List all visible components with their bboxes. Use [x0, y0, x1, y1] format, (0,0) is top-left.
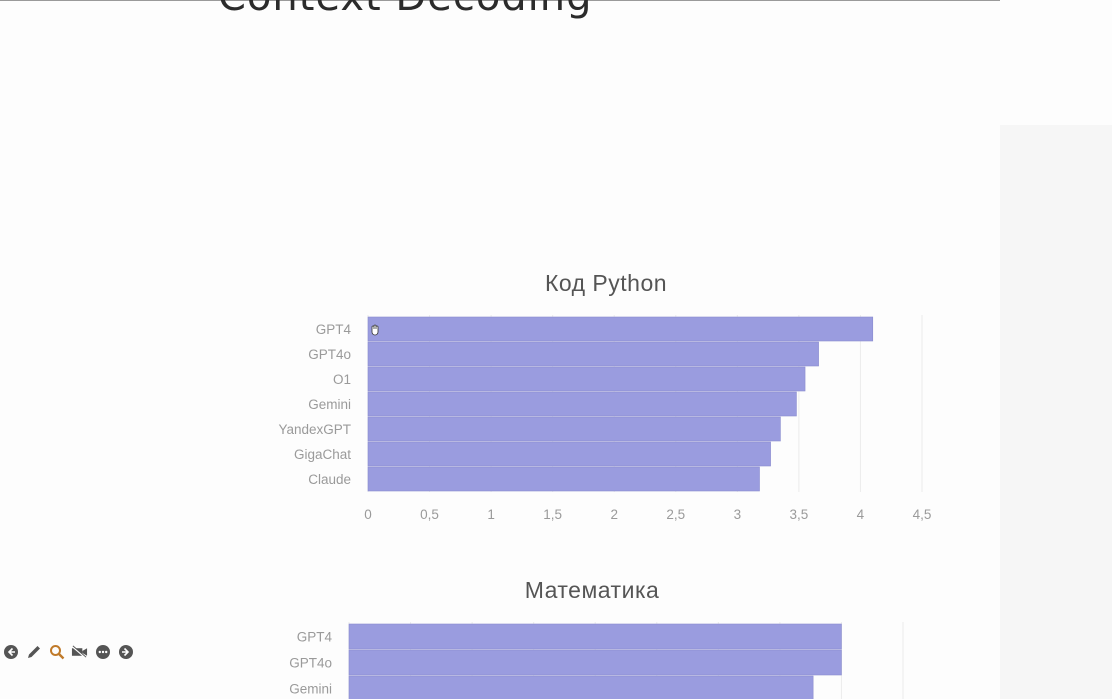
- more-icon: [95, 644, 110, 659]
- bar: [367, 441, 771, 467]
- bar: [367, 316, 874, 342]
- arrow-right-icon: [118, 644, 133, 659]
- category-label: GPT4: [316, 322, 352, 337]
- bar: [348, 675, 814, 699]
- category-label: GPT4o: [289, 656, 332, 671]
- bar: [367, 341, 819, 367]
- category-label: GPT4: [297, 630, 333, 645]
- pencil-icon: [27, 645, 40, 658]
- slide-top-border: [0, 0, 1000, 1]
- bar: [367, 366, 806, 392]
- slide-title: Context Decoding: [218, 0, 593, 20]
- zoom-button[interactable]: [48, 643, 65, 660]
- x-tick-label: 1: [487, 507, 495, 522]
- more-button[interactable]: [94, 643, 111, 660]
- previous-button[interactable]: [2, 643, 19, 660]
- chart-title: Математика: [525, 577, 660, 603]
- category-label: YandexGPT: [278, 422, 351, 437]
- x-tick-label: 0: [364, 507, 372, 522]
- category-label: Gemini: [289, 682, 332, 697]
- slide-edge-shadow: [1000, 125, 1112, 699]
- chart-title: Код Python: [545, 270, 667, 296]
- category-label: GigaChat: [294, 447, 351, 462]
- bar: [367, 416, 781, 442]
- x-tick-label: 1,5: [543, 507, 562, 522]
- category-label: GPT4o: [308, 347, 351, 362]
- bar: [348, 623, 842, 650]
- x-tick-label: 3,5: [789, 507, 808, 522]
- x-tick-label: 4: [857, 507, 865, 522]
- next-button[interactable]: [117, 643, 134, 660]
- hand-cursor-icon: [369, 323, 381, 336]
- arrow-left-icon: [3, 644, 18, 659]
- zoom-icon: [49, 644, 64, 659]
- x-tick-label: 2,5: [666, 507, 685, 522]
- category-label: Gemini: [308, 397, 351, 412]
- category-label: O1: [333, 372, 351, 387]
- category-label: Claude: [308, 472, 351, 487]
- video-button[interactable]: [71, 643, 88, 660]
- presentation-toolbar: [2, 643, 134, 660]
- bar: [367, 391, 797, 417]
- bar: [348, 649, 842, 676]
- x-tick-label: 4,5: [913, 507, 932, 522]
- x-tick-label: 3: [734, 507, 742, 522]
- x-tick-label: 2: [610, 507, 618, 522]
- bar: [367, 466, 760, 492]
- x-tick-label: 0,5: [420, 507, 439, 522]
- video-off-icon: [71, 645, 88, 658]
- pen-button[interactable]: [25, 643, 42, 660]
